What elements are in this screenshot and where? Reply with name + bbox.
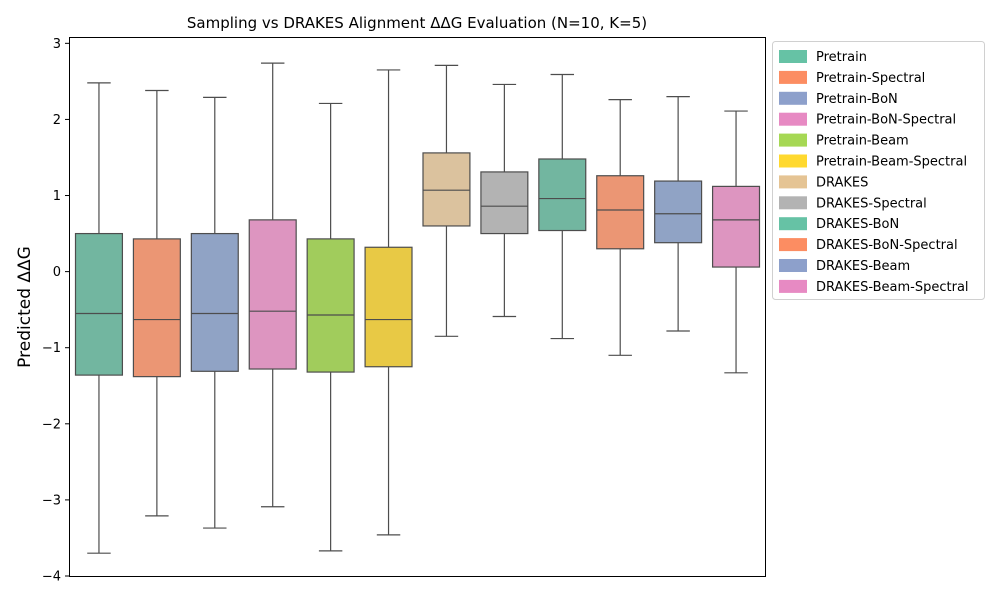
- legend-swatch: [779, 217, 807, 231]
- legend-label: Pretrain-Beam-Spectral: [816, 155, 967, 170]
- legend-swatch: [779, 112, 807, 126]
- box-drakes-beam: [654, 95, 703, 332]
- legend-item: Pretrain: [779, 50, 867, 65]
- iqr-box: [190, 232, 239, 372]
- y-axis-label: Predicted ΔΔG: [15, 246, 35, 368]
- y-axis: −4 −3 −2 −1 0 1 2 3: [42, 37, 70, 585]
- iqr-box: [364, 246, 413, 368]
- legend-item: DRAKES-Beam: [779, 259, 910, 274]
- legend-item: DRAKES-Beam-Spectral: [779, 279, 969, 295]
- iqr-box: [480, 171, 529, 235]
- box-pretrain-spectral: [132, 89, 181, 517]
- legend: Pretrain Pretrain-Spectral Pretrain-BoN Pre…: [772, 41, 985, 300]
- iqr-box: [306, 238, 355, 373]
- legend-item: Pretrain-Spectral: [779, 70, 925, 86]
- legend-swatch: [779, 279, 807, 293]
- chart-title: Sampling vs DRAKES Alignment ΔΔG Evaluat…: [187, 14, 647, 32]
- legend-item: DRAKES-BoN: [779, 217, 899, 232]
- y-tick-label: 1: [53, 189, 61, 204]
- legend-swatch: [779, 133, 807, 147]
- box-drakes-bon-spectral: [596, 99, 645, 356]
- box-pretrain-beam-spectral: [364, 69, 413, 536]
- legend-label: Pretrain: [816, 50, 867, 65]
- box-pretrain-bon-spectral: [248, 62, 297, 508]
- legend-swatch: [779, 91, 807, 105]
- y-tick-label: −3: [42, 493, 61, 508]
- y-tick-label: 3: [53, 37, 61, 52]
- legend-label: DRAKES-Spectral: [816, 196, 927, 211]
- box-pretrain: [74, 82, 124, 554]
- legend-label: DRAKES-BoN-Spectral: [816, 238, 958, 253]
- legend-swatch: [779, 50, 807, 63]
- legend-items: Pretrain Pretrain-Spectral Pretrain-BoN Pre…: [779, 50, 969, 295]
- legend-swatch: [779, 70, 807, 84]
- iqr-box: [74, 232, 124, 376]
- legend-label: DRAKES-BoN: [816, 217, 899, 232]
- legend-item: DRAKES-Spectral: [779, 196, 927, 211]
- legend-frame: [772, 41, 985, 300]
- legend-item: Pretrain-Beam: [779, 133, 909, 149]
- legend-swatch: [779, 259, 807, 272]
- legend-item: Pretrain-BoN: [779, 91, 898, 107]
- y-tick-label: −1: [42, 341, 61, 356]
- y-tick-label: 0: [53, 265, 61, 280]
- legend-label: Pretrain-BoN-Spectral: [816, 113, 956, 128]
- legend-swatch: [779, 175, 807, 189]
- iqr-box: [132, 238, 181, 378]
- legend-label: Pretrain-BoN: [816, 92, 898, 107]
- legend-swatch: [779, 238, 807, 252]
- box-plot-series: [74, 62, 761, 554]
- box-pretrain-beam: [306, 102, 355, 552]
- box-drakes-spectral: [480, 83, 529, 318]
- box-drakes-bon: [538, 73, 587, 340]
- iqr-box: [711, 185, 761, 268]
- legend-item: DRAKES-BoN-Spectral: [779, 238, 958, 253]
- iqr-box: [248, 219, 297, 370]
- iqr-box: [538, 158, 587, 232]
- legend-swatch: [779, 154, 807, 168]
- y-tick-label: 2: [53, 113, 61, 128]
- legend-label: DRAKES: [816, 175, 868, 190]
- iqr-box: [654, 180, 703, 244]
- legend-label: Pretrain-Beam: [816, 134, 909, 149]
- box-pretrain-bon: [190, 96, 239, 529]
- legend-item: Pretrain-Beam-Spectral: [779, 154, 967, 170]
- legend-label: Pretrain-Spectral: [816, 71, 925, 86]
- plot-area-frame: [69, 37, 766, 577]
- box-drakes-beam-spectral: [711, 110, 761, 374]
- iqr-box: [596, 175, 645, 250]
- legend-item: Pretrain-BoN-Spectral: [779, 112, 956, 128]
- y-tick-label: −4: [42, 570, 61, 585]
- box-drakes: [422, 64, 471, 337]
- legend-item: DRAKES: [779, 175, 868, 190]
- iqr-box: [422, 152, 471, 227]
- legend-label: DRAKES-Beam-Spectral: [816, 280, 969, 295]
- legend-swatch: [779, 196, 807, 210]
- y-tick-label: −2: [42, 417, 61, 432]
- legend-label: DRAKES-Beam: [816, 259, 910, 274]
